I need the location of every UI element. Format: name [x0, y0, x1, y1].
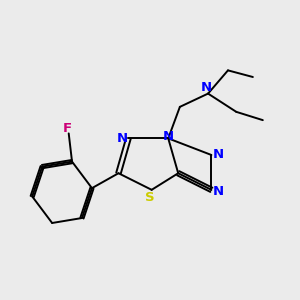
Text: N: N [117, 132, 128, 145]
Text: N: N [212, 148, 224, 161]
Text: F: F [62, 122, 72, 135]
Text: S: S [145, 190, 155, 204]
Text: N: N [163, 130, 174, 143]
Text: N: N [201, 81, 212, 94]
Text: N: N [212, 185, 224, 198]
